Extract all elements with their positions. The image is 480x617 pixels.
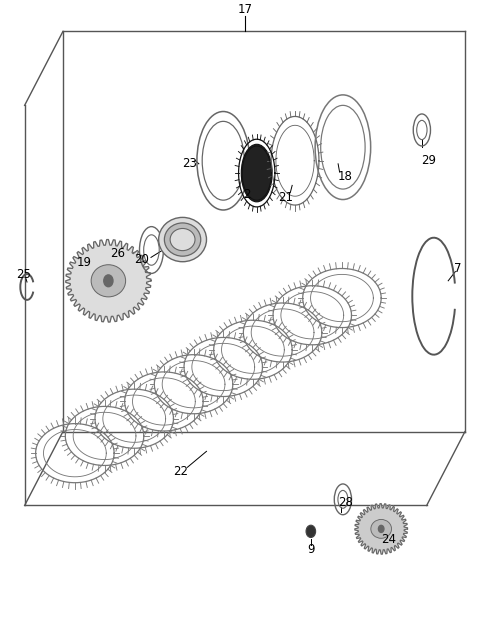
Text: 29: 29 <box>421 154 436 167</box>
Text: 20: 20 <box>134 253 149 266</box>
Circle shape <box>104 275 113 287</box>
Text: 26: 26 <box>110 247 125 260</box>
Ellipse shape <box>371 520 392 538</box>
Ellipse shape <box>164 223 201 256</box>
Text: 2: 2 <box>243 188 251 201</box>
Polygon shape <box>355 503 408 554</box>
Text: 24: 24 <box>381 533 396 546</box>
Polygon shape <box>66 239 151 322</box>
Circle shape <box>306 525 316 537</box>
Text: 17: 17 <box>237 4 252 17</box>
Text: 21: 21 <box>278 191 293 204</box>
Ellipse shape <box>241 144 272 202</box>
Text: 19: 19 <box>77 256 92 269</box>
Text: 7: 7 <box>454 262 461 275</box>
Ellipse shape <box>158 217 206 262</box>
Ellipse shape <box>170 228 195 251</box>
Text: 23: 23 <box>182 157 197 170</box>
Text: 28: 28 <box>338 496 353 509</box>
Circle shape <box>378 525 384 532</box>
Text: 25: 25 <box>16 268 31 281</box>
Text: 22: 22 <box>173 465 188 478</box>
Text: 9: 9 <box>307 544 314 557</box>
Ellipse shape <box>91 265 126 297</box>
Text: 18: 18 <box>338 170 353 183</box>
